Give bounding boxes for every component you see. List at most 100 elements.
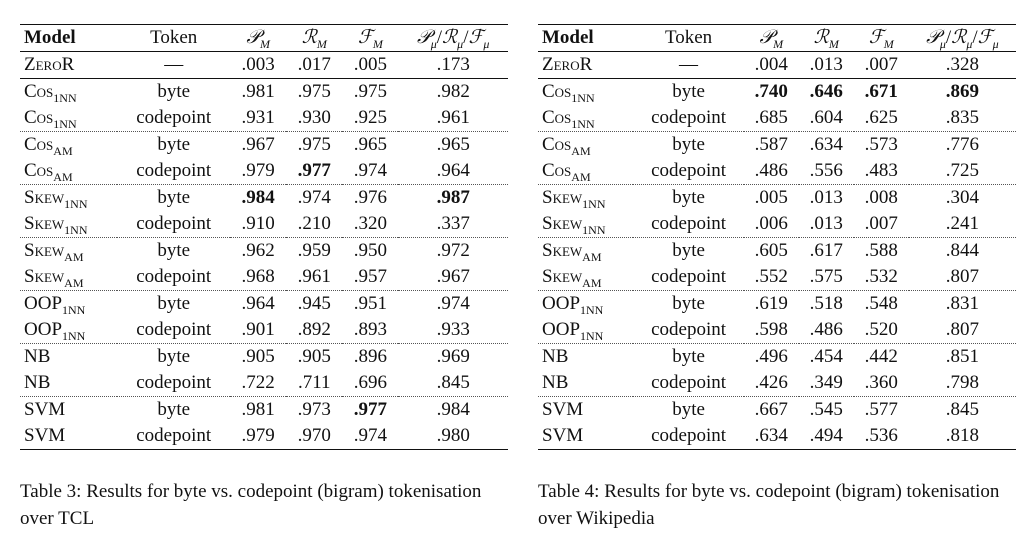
- value-cell-r: .975: [286, 131, 343, 158]
- model-name: NB: [542, 346, 569, 367]
- value-cell-mu: .933: [436, 319, 470, 340]
- value-cell-r: .013: [809, 54, 843, 75]
- value-cell-r: .711: [298, 372, 331, 393]
- table-row: CosAM byte .967.975.965.965: [20, 131, 508, 158]
- header-model: Model: [542, 27, 594, 48]
- token-cell: —: [679, 54, 699, 75]
- value-cell-f: .977: [342, 396, 399, 423]
- table-row: SkewAM codepoint .552 .575 .532 .807: [538, 264, 1016, 291]
- model-subscript: AM: [64, 249, 84, 264]
- value-cell-p: .984: [230, 184, 287, 211]
- token-cell: byte: [117, 343, 231, 370]
- table-row: Cos1NN codepoint .685 .604 .625 .835: [538, 105, 1016, 132]
- value-cell-mu: .304: [908, 184, 1016, 211]
- value-cell-mu: .798: [945, 372, 979, 393]
- token-cell: byte: [117, 290, 231, 317]
- value-cell-mu: .869: [945, 81, 979, 102]
- model-group: Skew1NN byte .005.013.008.304 Skew1NN codepo…: [538, 184, 1016, 238]
- value-cell-p: .981: [241, 81, 275, 102]
- r-symbol: ℛ: [301, 27, 317, 48]
- table-row: NB byte .905.905.896.969: [20, 343, 508, 370]
- value-cell-f: .007: [864, 213, 898, 234]
- value-cell-mu: .974: [398, 290, 508, 317]
- p-symbol: 𝒫: [759, 27, 774, 48]
- table-row: CosAM byte .587.634.573.776: [538, 131, 1016, 158]
- model-name: Cos: [24, 134, 54, 155]
- value-cell-f: .896: [342, 343, 399, 370]
- value-cell-f: .007: [864, 54, 898, 75]
- value-cell-p: .003: [241, 54, 275, 75]
- model-group: CosAM byte .967.975.965.965 CosAM codepoint.…: [20, 131, 508, 185]
- value-cell-mu: .844: [908, 237, 1016, 264]
- value-cell-r: .013: [809, 213, 843, 234]
- token-cell: byte: [633, 237, 744, 264]
- value-cell-mu: .337: [436, 213, 470, 234]
- table-row: SkewAM byte .962.959.950.972: [20, 237, 508, 264]
- model-subscript: 1NN: [62, 302, 86, 317]
- value-cell-p: .981: [230, 396, 287, 423]
- token-cell: codepoint: [651, 160, 727, 181]
- model-cell: ZeroR: [20, 52, 117, 79]
- results-table-wikipedia: Model Token 𝒫M ℛM ℱM 𝒫μ/ℛμ/ℱμ ZeroR — .004…: [538, 24, 1016, 450]
- table-row: Skew1NN codepoint .006 .013 .007 .241: [538, 211, 1016, 238]
- mu-subscript: μ: [457, 36, 464, 51]
- model-subscript: AM: [582, 249, 602, 264]
- value-cell-f: .520: [864, 319, 898, 340]
- value-cell-mu: .173: [436, 54, 470, 75]
- model-name: Skew: [24, 266, 65, 287]
- value-cell-p: .598: [754, 319, 788, 340]
- value-cell-f: .671: [864, 81, 898, 102]
- value-cell-p: .552: [754, 266, 788, 287]
- value-cell-mu: .984: [398, 396, 508, 423]
- header-recall-macro: ℛM: [799, 25, 854, 52]
- value-cell-r: .634: [798, 131, 854, 158]
- value-cell-r: .486: [809, 319, 843, 340]
- model-cell: OOP1NN: [20, 317, 117, 344]
- header-precision-macro: 𝒫M: [230, 25, 286, 52]
- token-cell: codepoint: [651, 425, 727, 446]
- token-cell: byte: [633, 396, 744, 423]
- model-name: Skew: [24, 213, 65, 234]
- token-cell: codepoint: [651, 107, 727, 128]
- value-cell-f: .573: [853, 131, 909, 158]
- token-cell: codepoint: [651, 266, 727, 287]
- f-symbol: ℱ: [468, 27, 484, 48]
- model-cell: Cos1NN: [538, 79, 633, 106]
- table-row: Skew1NN byte .005.013.008.304: [538, 184, 1016, 211]
- model-subscript: AM: [571, 169, 591, 184]
- model-name: NB: [542, 372, 569, 393]
- value-cell-p: .005: [743, 184, 799, 211]
- value-cell-mu: .972: [398, 237, 508, 264]
- value-cell-mu: .831: [908, 290, 1016, 317]
- model-cell: Skew1NN: [20, 184, 118, 211]
- model-name: Cos: [542, 81, 572, 102]
- model-cell: CosAM: [538, 158, 633, 185]
- token-cell: byte: [633, 184, 744, 211]
- value-cell-mu: .964: [436, 160, 470, 181]
- value-cell-r: .961: [297, 266, 331, 287]
- model-name: ZeroR: [542, 54, 593, 75]
- model-group: Skew1NN byte .984.974.976.987 Skew1NN codepo…: [20, 184, 508, 238]
- table-3-caption: Table 3: Results for byte vs. codepoint …: [20, 481, 482, 529]
- model-name: Cos: [24, 107, 54, 128]
- model-group: SkewAM byte .962.959.950.972 SkewAM codepoin…: [20, 237, 508, 291]
- model-name: OOP: [24, 293, 63, 314]
- value-cell-p: .722: [241, 372, 275, 393]
- model-cell: OOP1NN: [20, 290, 118, 317]
- value-cell-r: .973: [286, 396, 343, 423]
- token-cell: codepoint: [136, 266, 212, 287]
- model-cell: Skew1NN: [20, 211, 117, 238]
- token-cell: codepoint: [651, 213, 727, 234]
- value-cell-f: .951: [342, 290, 399, 317]
- table-row: SkewAM codepoint .968 .961 .957 .967: [20, 264, 508, 291]
- slash: /: [463, 27, 469, 48]
- token-cell: byte: [117, 237, 231, 264]
- table-header: Model Token 𝒫M ℛM ℱM 𝒫μ/ℛμ/ℱμ: [538, 24, 1016, 52]
- value-cell-r: .494: [809, 425, 843, 446]
- header-fscore-macro: ℱM: [854, 25, 909, 52]
- value-cell-r: .545: [798, 396, 854, 423]
- header-model: Model: [24, 27, 76, 48]
- header-fscore-macro: ℱM: [342, 25, 398, 52]
- model-subscript: 1NN: [571, 90, 595, 105]
- value-cell-r: .518: [798, 290, 854, 317]
